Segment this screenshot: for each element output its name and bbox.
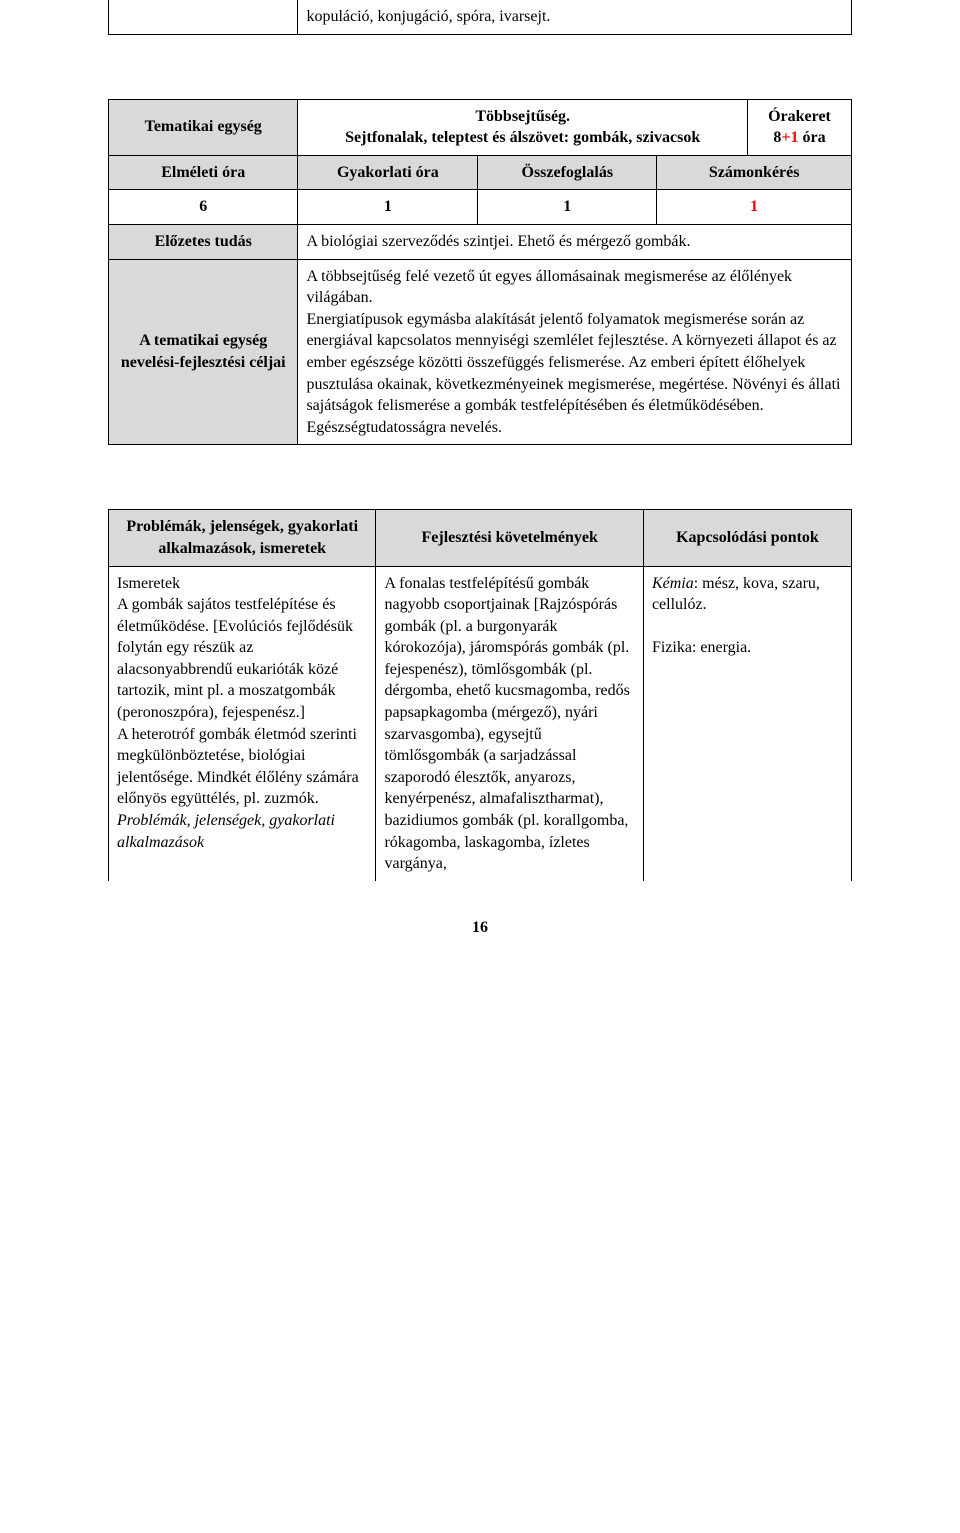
hdr-elmeleti: Elméleti óra bbox=[109, 155, 298, 190]
content-c1-p3: A heterotróf gombák életmód szerinti meg… bbox=[117, 726, 359, 808]
page-number: 16 bbox=[108, 919, 852, 937]
celok-label: A tematikai egység nevelési-fejlesztési … bbox=[109, 259, 298, 445]
content-c1-p1: Ismeretek bbox=[117, 575, 180, 592]
elozetes-label: Előzetes tudás bbox=[109, 224, 298, 259]
val-gyakorlati: 1 bbox=[298, 190, 478, 225]
unit-hours-b: +1 bbox=[781, 129, 798, 146]
top-cell-text: kopuláció, konjugáció, spóra, ivarsejt. bbox=[298, 0, 852, 34]
content-c3-kemia: Kémia bbox=[652, 575, 694, 592]
unit-title: Többsejtűség. Sejtfonalak, teleptest és … bbox=[298, 99, 748, 155]
unit-title-line1: Többsejtűség. bbox=[475, 108, 570, 125]
top-cell-empty bbox=[109, 0, 298, 34]
content-hdr-3: Kapcsolódási pontok bbox=[643, 510, 851, 566]
content-c3-fizika: Fizika: energia. bbox=[652, 639, 751, 656]
hdr-osszefoglalas: Összefoglalás bbox=[478, 155, 657, 190]
val-szamonkeres: 1 bbox=[657, 190, 852, 225]
celok-text: A többsejtűség felé vezető út egyes állo… bbox=[298, 259, 852, 445]
hdr-gyakorlati: Gyakorlati óra bbox=[298, 155, 478, 190]
unit-label: Tematikai egység bbox=[109, 99, 298, 155]
content-hdr-1: Problémák, jelenségek, gyakorlati alkalm… bbox=[109, 510, 376, 566]
val-osszefoglalas: 1 bbox=[478, 190, 657, 225]
unit-hours: Órakeret 8+1 óra bbox=[747, 99, 851, 155]
unit-table: Tematikai egység Többsejtűség. Sejtfonal… bbox=[108, 99, 852, 446]
content-c1: Ismeretek A gombák sajátos testfelépítés… bbox=[109, 566, 376, 881]
unit-title-line2: Sejtfonalak, teleptest és álszövet: gomb… bbox=[345, 129, 700, 146]
elozetes-text: A biológiai szerveződés szintjei. Ehető … bbox=[298, 224, 852, 259]
content-hdr-2: Fejlesztési követelmények bbox=[376, 510, 643, 566]
content-c1-p4: Problémák, jelenségek, gyakorlati alkalm… bbox=[117, 812, 335, 851]
unit-hours-c: óra bbox=[798, 129, 825, 146]
unit-hours-label: Órakeret bbox=[768, 108, 831, 125]
top-table: kopuláció, konjugáció, spóra, ivarsejt. bbox=[108, 0, 852, 35]
content-c1-p2: A gombák sajátos testfelépítése és életm… bbox=[117, 596, 353, 721]
content-c2: A fonalas testfelépítésű gombák nagyobb … bbox=[376, 566, 643, 881]
val-elmeleti: 6 bbox=[109, 190, 298, 225]
hdr-szamonkeres: Számonkérés bbox=[657, 155, 852, 190]
content-c3: Kémia: mész, kova, szaru, cellulóz. Fizi… bbox=[643, 566, 851, 881]
content-table: Problémák, jelenségek, gyakorlati alkalm… bbox=[108, 509, 852, 881]
